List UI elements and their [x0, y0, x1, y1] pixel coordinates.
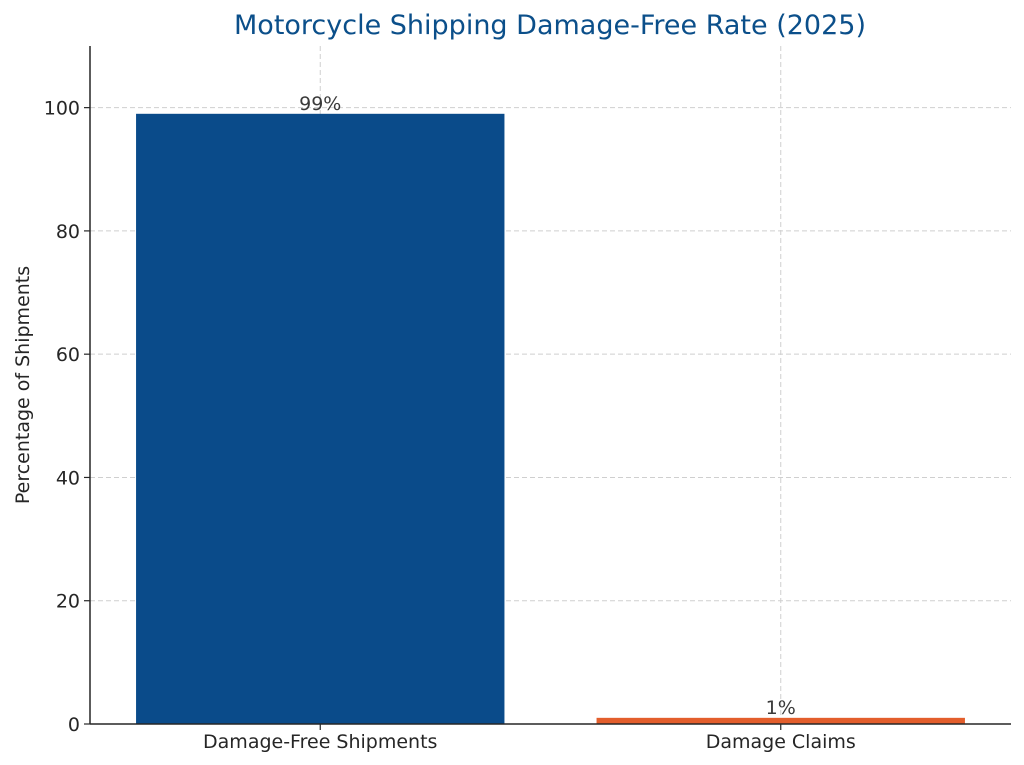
y-tick-label: 60: [56, 344, 80, 366]
x-axis-ticks: Damage-Free Shipments Damage Claims: [203, 724, 856, 753]
bar-value-label: 1%: [766, 697, 796, 719]
bars: [136, 113, 965, 725]
y-axis-ticks: 0 20 40 60 80 100: [44, 98, 90, 736]
bar-damage-claims: [596, 717, 965, 724]
y-tick-label: 100: [44, 98, 80, 120]
y-tick-label: 40: [56, 467, 80, 489]
y-tick-label: 0: [68, 714, 80, 736]
bar-value-labels: 99% 1%: [299, 93, 796, 719]
x-tick-label: Damage Claims: [706, 731, 856, 753]
y-tick-label: 20: [56, 591, 80, 613]
y-axis-label: Percentage of Shipments: [12, 266, 34, 504]
bar-value-label: 99%: [299, 93, 341, 115]
y-tick-label: 80: [56, 221, 80, 243]
bar-damage-free-shipments: [136, 113, 505, 725]
chart-title: Motorcycle Shipping Damage-Free Rate (20…: [234, 10, 866, 41]
x-tick-label: Damage-Free Shipments: [203, 731, 437, 753]
